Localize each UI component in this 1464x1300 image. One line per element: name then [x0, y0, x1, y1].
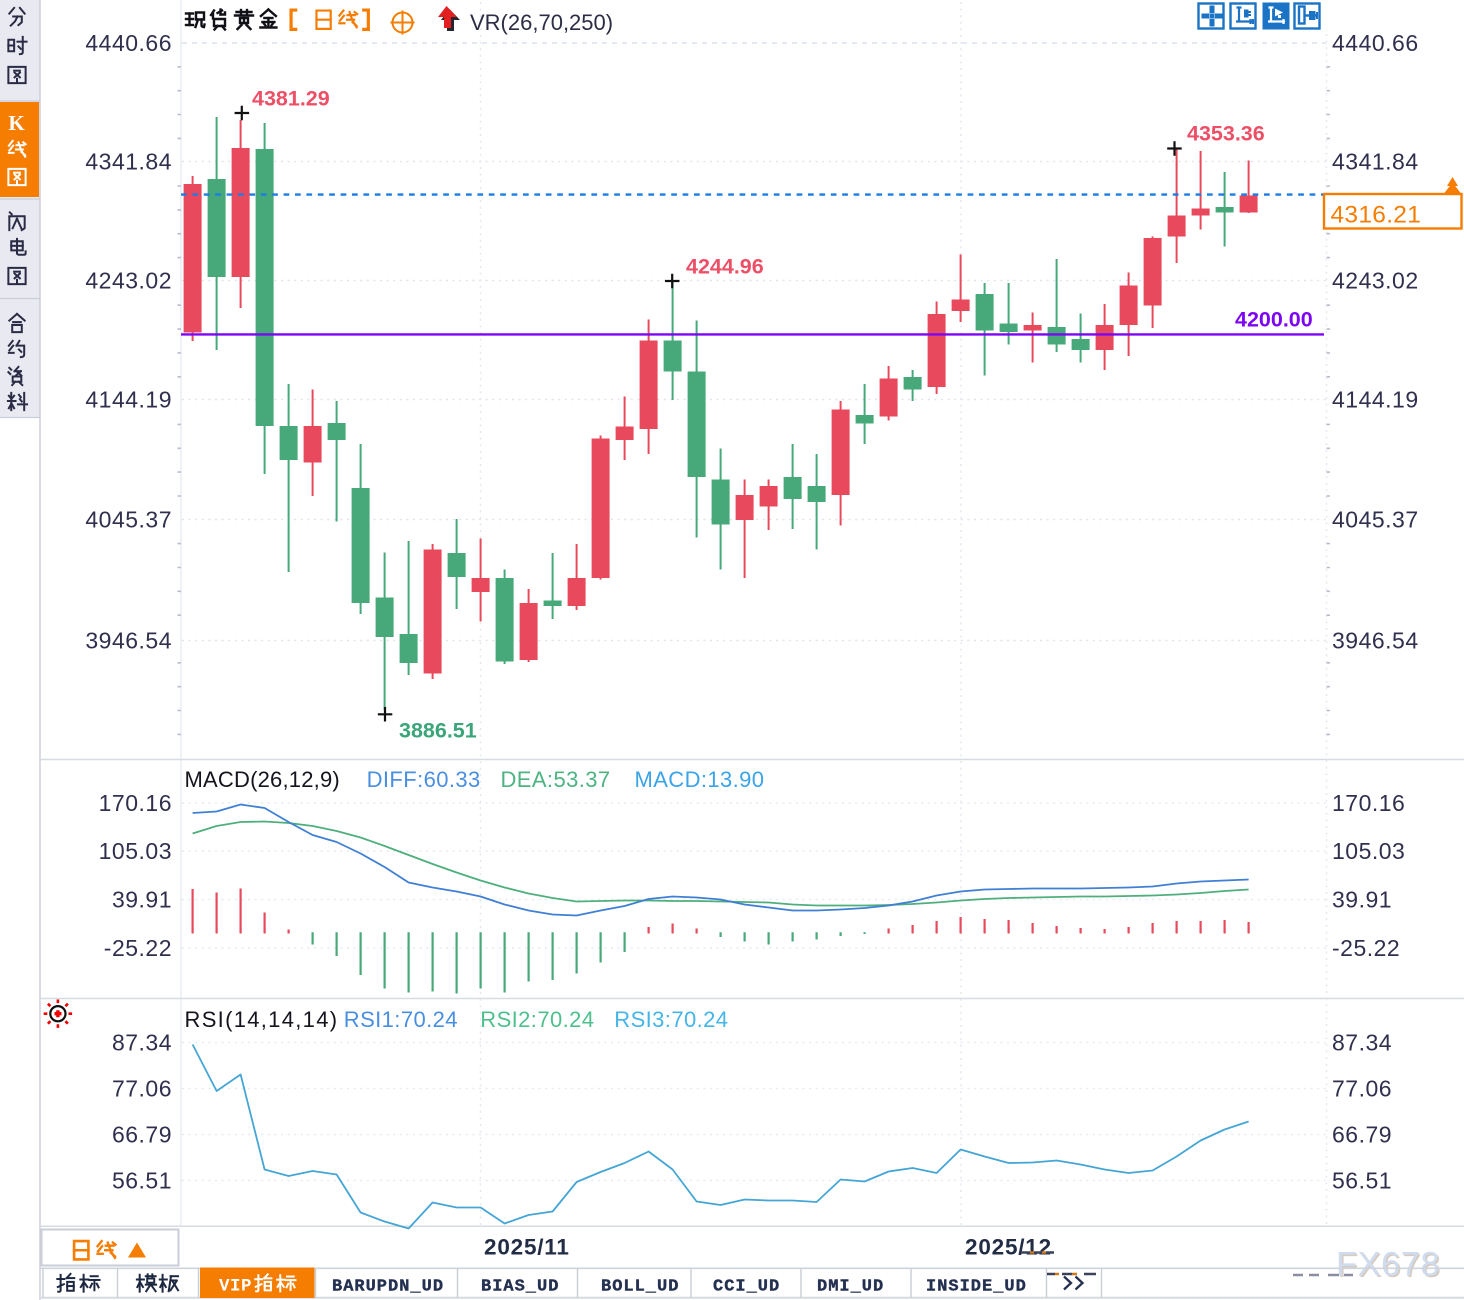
- svg-text:-25.22: -25.22: [104, 935, 172, 961]
- svg-text:66.79: 66.79: [1332, 1122, 1392, 1148]
- svg-text:4144.19: 4144.19: [85, 387, 172, 413]
- svg-text:4381.29: 4381.29: [252, 87, 330, 111]
- svg-text:RSI1:70.24: RSI1:70.24: [344, 1007, 458, 1032]
- svg-text:4045.37: 4045.37: [85, 507, 172, 533]
- svg-text:2025/11: 2025/11: [484, 1235, 570, 1260]
- svg-text:BOLL_UD: BOLL_UD: [601, 1278, 679, 1297]
- svg-text:VR(26,70,250): VR(26,70,250): [470, 10, 613, 35]
- svg-text:RSI2:70.24: RSI2:70.24: [480, 1007, 594, 1032]
- svg-text:INSIDE_UD: INSIDE_UD: [926, 1278, 1027, 1297]
- svg-text:77.06: 77.06: [112, 1076, 172, 1102]
- svg-text:2025/12: 2025/12: [965, 1235, 1052, 1260]
- svg-text:4244.96: 4244.96: [686, 255, 764, 279]
- svg-text:170.16: 170.16: [1332, 790, 1405, 816]
- svg-text:FX678: FX678: [1338, 1247, 1442, 1285]
- svg-text:4316.21: 4316.21: [1331, 202, 1422, 229]
- svg-text:87.34: 87.34: [112, 1030, 172, 1056]
- svg-text:FX678: FX678: [1336, 1246, 1440, 1284]
- svg-text:4144.19: 4144.19: [1332, 387, 1419, 413]
- svg-text:RSI(14,14,14): RSI(14,14,14): [185, 1007, 339, 1032]
- svg-text:4341.84: 4341.84: [1332, 149, 1419, 175]
- svg-text:39.91: 39.91: [112, 887, 172, 913]
- svg-text:K: K: [8, 111, 25, 135]
- svg-text:105.03: 105.03: [1332, 838, 1405, 864]
- svg-text:87.34: 87.34: [1332, 1030, 1392, 1056]
- svg-text:MACD:13.90: MACD:13.90: [635, 767, 765, 792]
- svg-text:4243.02: 4243.02: [85, 268, 172, 294]
- svg-text:DEA:53.37: DEA:53.37: [501, 767, 611, 792]
- svg-text:RSI3:70.24: RSI3:70.24: [614, 1007, 728, 1032]
- svg-text:MACD(26,12,9): MACD(26,12,9): [185, 767, 340, 792]
- svg-text:3946.54: 3946.54: [1332, 628, 1419, 654]
- svg-text:105.03: 105.03: [99, 838, 172, 864]
- svg-text:66.79: 66.79: [112, 1122, 172, 1148]
- svg-text:56.51: 56.51: [1332, 1168, 1392, 1194]
- svg-text:BARUPDN_UD: BARUPDN_UD: [332, 1278, 444, 1297]
- svg-text:4045.37: 4045.37: [1332, 507, 1419, 533]
- svg-text:4243.02: 4243.02: [1332, 268, 1419, 294]
- svg-text:VIP: VIP: [219, 1277, 252, 1297]
- svg-text:-25.22: -25.22: [1332, 935, 1400, 961]
- svg-text:DIFF:60.33: DIFF:60.33: [367, 767, 481, 792]
- svg-text:CCI_UD: CCI_UD: [713, 1278, 780, 1297]
- svg-text:4440.66: 4440.66: [85, 30, 172, 56]
- svg-text:4440.66: 4440.66: [1332, 30, 1419, 56]
- svg-text:4353.36: 4353.36: [1187, 122, 1265, 146]
- svg-text:170.16: 170.16: [99, 790, 172, 816]
- svg-text:56.51: 56.51: [112, 1168, 172, 1194]
- svg-text:77.06: 77.06: [1332, 1076, 1392, 1102]
- svg-text:BIAS_UD: BIAS_UD: [481, 1278, 559, 1297]
- svg-text:3886.51: 3886.51: [399, 719, 477, 743]
- svg-text:4200.00: 4200.00: [1235, 308, 1313, 332]
- svg-text:DMI_UD: DMI_UD: [817, 1278, 884, 1297]
- svg-text:3946.54: 3946.54: [85, 628, 172, 654]
- svg-text:39.91: 39.91: [1332, 887, 1392, 913]
- svg-text:4341.84: 4341.84: [85, 149, 172, 175]
